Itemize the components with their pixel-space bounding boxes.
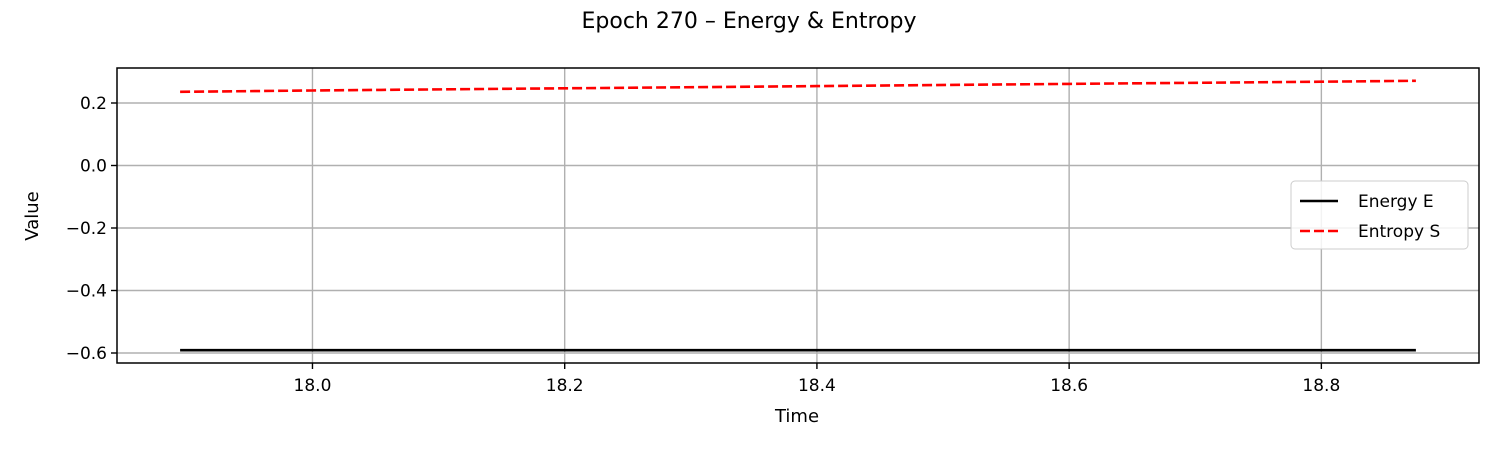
x-tick-label: 18.0 [294,376,332,396]
y-tick-label: −0.4 [66,282,107,302]
y-tick-label: −0.2 [66,219,107,239]
y-tick-label: −0.6 [66,344,107,364]
y-tick-label: 0.2 [80,94,107,114]
x-tick-label: 18.4 [798,376,836,396]
x-tick-label: 18.2 [546,376,584,396]
x-tick-label: 18.8 [1302,376,1340,396]
y-tick-label: 0.0 [80,157,107,177]
series-lines [180,79,1416,352]
legend: Energy E Entropy S [1290,180,1469,250]
legend-label: Energy E [1358,192,1434,212]
series-line-entropy-s [180,79,1416,94]
x-axis-label: Time [774,406,819,427]
legend-label: Entropy S [1358,222,1440,242]
plot-frame [116,67,1480,364]
grid [117,68,1479,363]
chart-title: Epoch 270 – Energy & Entropy [582,9,917,34]
y-axis-label: Value [22,191,43,240]
x-tick-label: 18.6 [1050,376,1088,396]
axis-ticks: 18.0 18.2 18.4 18.6 18.8 0.2 0.0 −0.2 −0.4 −0.6 [66,94,1341,396]
